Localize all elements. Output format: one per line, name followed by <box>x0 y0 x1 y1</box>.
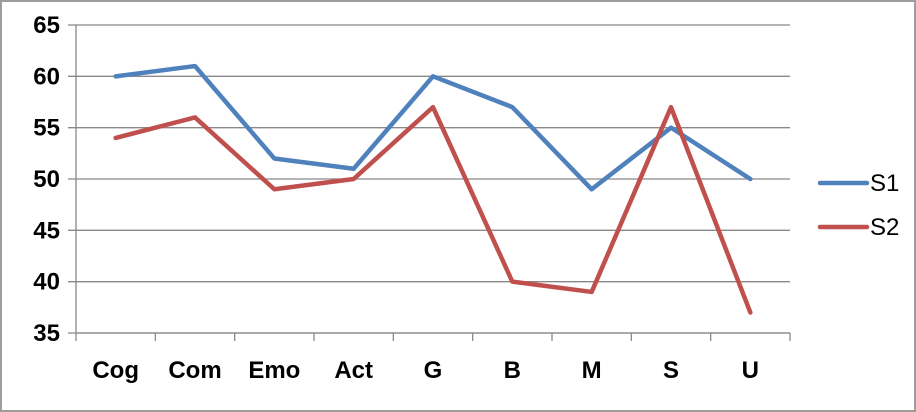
y-axis-label-50: 50 <box>33 166 60 193</box>
y-axis-label-35: 35 <box>33 320 60 347</box>
x-axis-label-Emo: Emo <box>248 357 300 384</box>
legend-label-s1: S1 <box>870 170 899 197</box>
legend-item-s2: S2 <box>817 214 899 241</box>
y-axis-label-65: 65 <box>33 12 60 39</box>
legend-label-s2: S2 <box>870 214 899 241</box>
x-axis-label-U: U <box>742 357 759 384</box>
y-axis-label-55: 55 <box>33 115 60 142</box>
y-axis-label-60: 60 <box>33 63 60 90</box>
x-axis-label-Cog: Cog <box>92 357 139 384</box>
x-axis-label-Act: Act <box>334 357 373 384</box>
legend-item-s1: S1 <box>817 170 899 197</box>
series-line-s2 <box>113 104 753 315</box>
x-axis-label-M: M <box>582 357 602 384</box>
y-axis-label-40: 40 <box>33 269 60 296</box>
series-line-s1 <box>113 63 753 192</box>
x-axis-label-Com: Com <box>168 357 221 384</box>
y-axis-label-45: 45 <box>33 217 60 244</box>
x-axis-label-B: B <box>504 357 521 384</box>
x-axis-label-S: S <box>663 357 679 384</box>
x-axis-label-G: G <box>424 357 443 384</box>
